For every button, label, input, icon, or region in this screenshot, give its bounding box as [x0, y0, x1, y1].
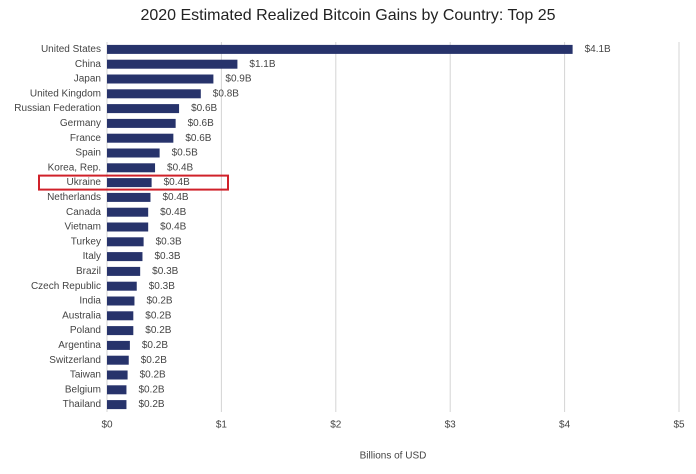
- bar: [107, 400, 127, 410]
- value-label: $0.2B: [142, 340, 168, 351]
- y-tick-label: Germany: [60, 118, 101, 129]
- y-tick-label: Vietnam: [64, 222, 101, 233]
- y-tick-label: Russian Federation: [14, 103, 101, 114]
- value-label: $0.4B: [160, 207, 186, 218]
- x-axis-label: Billions of USD: [360, 451, 427, 462]
- y-tick-label: United States: [41, 44, 101, 55]
- bar: [107, 133, 174, 143]
- y-tick-label: India: [79, 296, 101, 307]
- y-tick-label: Italy: [83, 251, 101, 262]
- y-tick-label: Australia: [62, 310, 101, 321]
- bar: [107, 222, 149, 232]
- y-tick-label: Netherlands: [47, 192, 101, 203]
- value-label: $0.3B: [154, 251, 180, 262]
- value-label: $0.2B: [138, 399, 164, 410]
- y-tick-label: Canada: [66, 207, 101, 218]
- y-tick-label: United Kingdom: [30, 88, 101, 99]
- value-label: $0.2B: [140, 370, 166, 381]
- bar: [107, 340, 130, 350]
- y-tick-label: Turkey: [71, 236, 101, 247]
- value-label: $0.4B: [164, 177, 190, 188]
- y-tick-label: Thailand: [63, 399, 101, 410]
- value-label: $1.1B: [249, 59, 275, 70]
- y-tick-label: France: [70, 133, 102, 144]
- bar: [107, 44, 573, 54]
- value-label: $0.2B: [138, 384, 164, 395]
- y-tick-label: Korea, Rep.: [48, 162, 101, 173]
- y-tick-label: Spain: [75, 148, 101, 159]
- bar: [107, 148, 160, 158]
- bar: [107, 59, 238, 69]
- x-tick-label: $4: [559, 420, 571, 431]
- y-tick-label: Poland: [70, 325, 101, 336]
- bar: [107, 281, 137, 291]
- value-label: $0.2B: [141, 355, 167, 366]
- value-label: $0.2B: [145, 325, 171, 336]
- bar: [107, 296, 135, 306]
- y-tick-label: Ukraine: [67, 177, 102, 188]
- bar: [107, 207, 149, 217]
- x-tick-label: $5: [673, 420, 685, 431]
- x-tick-label: $0: [101, 420, 113, 431]
- bar: [107, 326, 134, 336]
- value-label: $0.6B: [191, 103, 217, 114]
- value-label: $0.2B: [145, 310, 171, 321]
- bar: [107, 252, 143, 262]
- value-label: $0.3B: [152, 266, 178, 277]
- bar: [107, 385, 127, 395]
- bar: [107, 178, 152, 188]
- bar: [107, 192, 151, 202]
- bar: [107, 118, 176, 128]
- value-label: $0.6B: [185, 133, 211, 144]
- bar: [107, 104, 180, 114]
- y-tick-label: Japan: [74, 74, 101, 85]
- chart-title: 2020 Estimated Realized Bitcoin Gains by…: [140, 7, 555, 24]
- y-tick-label: Taiwan: [70, 370, 101, 381]
- x-tick-label: $2: [330, 420, 342, 431]
- bar: [107, 266, 141, 276]
- value-label: $0.2B: [146, 296, 172, 307]
- value-label: $0.9B: [225, 74, 251, 85]
- value-label: $0.4B: [162, 192, 188, 203]
- y-tick-label: Argentina: [58, 340, 101, 351]
- bar: [107, 370, 128, 380]
- value-label: $0.8B: [213, 88, 239, 99]
- y-tick-label: China: [75, 59, 102, 70]
- value-label: $0.3B: [149, 281, 175, 292]
- bar: [107, 74, 214, 84]
- highlight-box: [38, 174, 229, 191]
- bar: [107, 163, 156, 173]
- value-label: $0.3B: [156, 236, 182, 247]
- bar: [107, 89, 201, 99]
- value-label: $0.4B: [167, 162, 193, 173]
- y-tick-label: Switzerland: [49, 355, 101, 366]
- y-tick-label: Belgium: [65, 384, 101, 395]
- bar: [107, 311, 134, 321]
- y-tick-label: Czech Republic: [31, 281, 101, 292]
- value-label: $0.4B: [160, 222, 186, 233]
- y-tick-label: Brazil: [76, 266, 101, 277]
- value-label: $0.5B: [172, 148, 198, 159]
- bar: [107, 355, 129, 365]
- x-tick-label: $1: [216, 420, 228, 431]
- bar: [107, 237, 144, 247]
- value-label: $4.1B: [585, 44, 611, 55]
- value-label: $0.6B: [188, 118, 214, 129]
- x-tick-label: $3: [445, 420, 457, 431]
